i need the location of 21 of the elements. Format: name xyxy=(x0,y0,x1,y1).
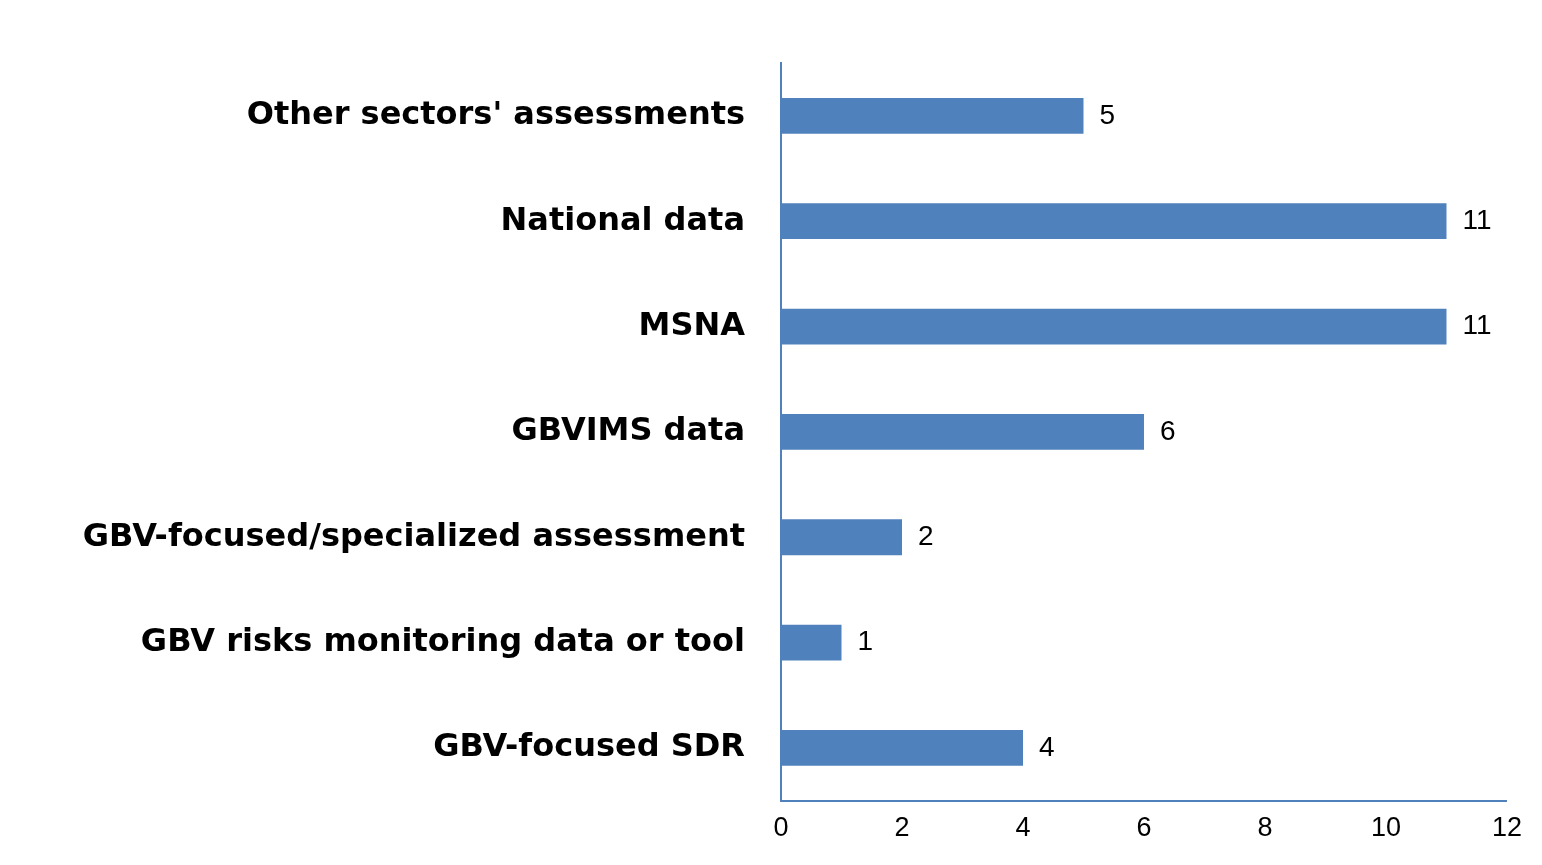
data-label: 4 xyxy=(1038,730,1055,762)
x-tick-label: 10 xyxy=(1370,812,1402,843)
y-tick-label: GBV-focused/specialized assessment xyxy=(82,515,745,554)
y-tick-label: GBV risks monitoring data or tool xyxy=(140,620,745,659)
x-tick-label: 6 xyxy=(1136,812,1152,843)
data-label: 1 xyxy=(857,625,874,657)
x-tick-label: 12 xyxy=(1491,812,1523,843)
x-tick-label: 2 xyxy=(894,812,910,843)
x-tick-label: 4 xyxy=(1015,812,1031,843)
y-tick-label: Other sectors' assessments xyxy=(246,94,745,133)
data-label: 11 xyxy=(1462,203,1492,235)
y-tick-label: MSNA xyxy=(638,304,746,343)
data-label: 5 xyxy=(1099,98,1116,130)
data-label: 2 xyxy=(918,519,934,551)
data-label: 6 xyxy=(1159,414,1176,446)
y-tick-label: GBV-focused SDR xyxy=(433,726,745,765)
y-tick-label: National data xyxy=(500,199,745,238)
x-tick-label: 0 xyxy=(773,812,789,843)
data-label: 11 xyxy=(1462,309,1492,341)
y-tick-label: GBVIMS data xyxy=(511,410,745,449)
x-tick-label: 8 xyxy=(1257,812,1273,843)
